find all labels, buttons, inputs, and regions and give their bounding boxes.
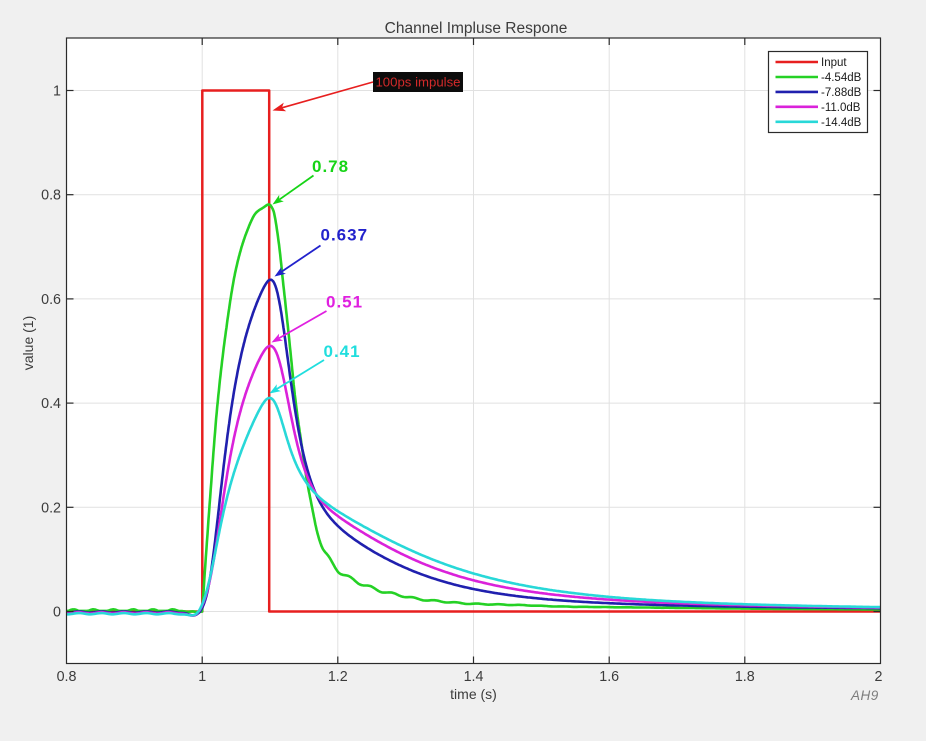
svg-text:0.41: 0.41 (324, 342, 361, 361)
svg-text:0.2: 0.2 (41, 500, 61, 516)
svg-text:0.4: 0.4 (41, 396, 61, 412)
svg-text:1.8: 1.8 (735, 669, 755, 685)
svg-text:value (1): value (1) (20, 316, 36, 370)
svg-text:-4.54dB: -4.54dB (821, 72, 862, 84)
svg-text:0: 0 (53, 605, 61, 621)
svg-text:1: 1 (198, 669, 206, 685)
svg-text:2: 2 (875, 669, 883, 685)
svg-text:-11.0dB: -11.0dB (821, 102, 861, 114)
svg-text:-14.4dB: -14.4dB (821, 117, 862, 129)
svg-text:0.637: 0.637 (321, 226, 369, 245)
svg-text:100ps impulse: 100ps impulse (375, 75, 460, 90)
svg-text:1: 1 (53, 84, 61, 100)
svg-text:time (s): time (s) (450, 686, 497, 702)
svg-text:0.6: 0.6 (41, 292, 61, 308)
svg-text:0.51: 0.51 (326, 293, 363, 312)
svg-text:Channel Impluse Respone: Channel Impluse Respone (385, 20, 568, 37)
svg-text:AH9: AH9 (850, 688, 879, 703)
svg-text:-7.88dB: -7.88dB (821, 87, 862, 99)
svg-text:1.6: 1.6 (599, 669, 619, 685)
svg-text:1.2: 1.2 (328, 669, 348, 685)
svg-text:1.4: 1.4 (464, 669, 484, 685)
svg-text:0.78: 0.78 (312, 157, 349, 176)
svg-text:Input: Input (821, 57, 847, 69)
svg-text:0.8: 0.8 (41, 188, 61, 204)
svg-text:0.8: 0.8 (57, 669, 77, 685)
